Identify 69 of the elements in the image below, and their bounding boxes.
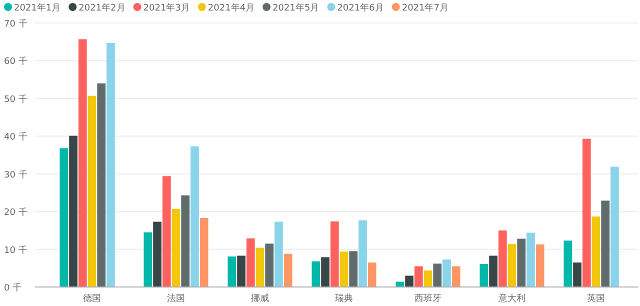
x-tick-label: 英国 xyxy=(587,293,605,304)
x-tick-label: 法国 xyxy=(167,293,185,304)
bar xyxy=(424,270,432,287)
bar xyxy=(78,39,87,287)
bar xyxy=(517,238,526,287)
bar xyxy=(582,138,591,287)
bar xyxy=(452,266,460,287)
y-tick-label: 10 千 xyxy=(4,244,28,256)
bar xyxy=(508,244,516,287)
y-tick-label: 0 千 xyxy=(4,282,22,294)
bar xyxy=(200,218,208,287)
bar xyxy=(284,254,292,287)
bar xyxy=(172,208,180,287)
bar xyxy=(321,257,330,287)
bar xyxy=(610,166,619,287)
x-tick-label: 瑞典 xyxy=(335,293,353,304)
bar xyxy=(265,244,274,287)
bar xyxy=(274,222,283,287)
bar xyxy=(442,259,451,287)
bar xyxy=(526,232,535,287)
bar xyxy=(396,282,404,287)
bar xyxy=(153,222,162,287)
legend-label: 2021年6月 xyxy=(337,2,384,14)
bar xyxy=(312,261,320,287)
bar xyxy=(237,256,246,287)
y-tick-label: 50 千 xyxy=(4,94,28,105)
bar xyxy=(228,256,236,287)
y-tick-label: 40 千 xyxy=(4,132,28,143)
legend-label: 2021年2月 xyxy=(78,2,126,14)
bar xyxy=(69,136,78,287)
bar xyxy=(190,146,199,287)
bar xyxy=(181,195,190,287)
x-tick-label: 意大利 xyxy=(498,293,526,304)
bar xyxy=(573,262,582,287)
bar xyxy=(592,216,600,287)
legend-label: 2021年5月 xyxy=(272,2,320,14)
bar xyxy=(349,251,358,287)
bar xyxy=(144,232,152,287)
bar xyxy=(564,240,572,287)
bar xyxy=(405,276,414,287)
y-tick-label: 60 千 xyxy=(4,56,28,68)
bar xyxy=(60,148,68,287)
bar xyxy=(414,266,423,287)
bar xyxy=(97,83,106,287)
bar xyxy=(498,230,507,287)
bar xyxy=(536,244,544,287)
bar xyxy=(368,262,376,287)
x-tick-label: 德国 xyxy=(83,293,101,304)
bar xyxy=(256,248,264,287)
bar xyxy=(340,252,348,287)
x-tick-label: 挪威 xyxy=(251,293,269,304)
legend-label: 2021年3月 xyxy=(143,2,190,14)
bar xyxy=(433,264,442,287)
legend-label: 2021年7月 xyxy=(402,2,448,14)
bar xyxy=(88,96,96,287)
legend-label: 2021年4月 xyxy=(208,2,255,14)
bar xyxy=(162,176,171,287)
bar xyxy=(358,220,367,287)
legend-label: 2021年1月 xyxy=(14,2,61,14)
y-tick-label: 70 千 xyxy=(4,18,28,30)
bar xyxy=(489,256,498,287)
y-tick-label: 30 千 xyxy=(4,169,28,180)
bar xyxy=(480,264,488,287)
x-tick-label: 西班牙 xyxy=(414,293,442,304)
bar xyxy=(246,238,255,287)
bar xyxy=(601,200,610,287)
bar xyxy=(330,221,339,287)
y-tick-label: 20 千 xyxy=(4,207,28,218)
bar xyxy=(106,42,115,287)
